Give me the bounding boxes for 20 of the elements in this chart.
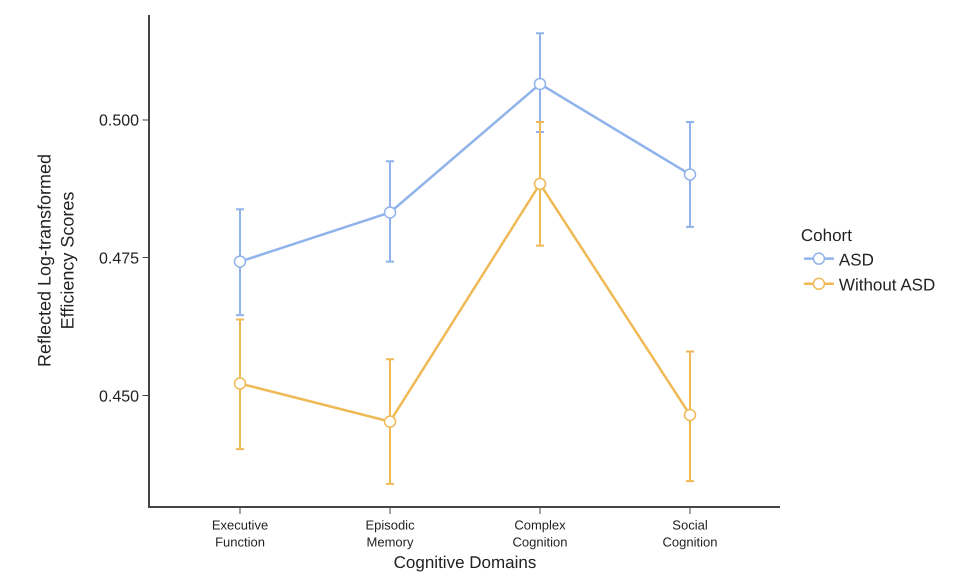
- x-tick-label: Social Cognition: [662, 517, 718, 550]
- legend-label: Without ASD: [838, 275, 936, 294]
- point: [684, 408, 696, 422]
- point: [234, 377, 246, 390]
- point: [684, 168, 696, 181]
- y-axis-title: Reflected Log-transformed Efficiency Scores: [34, 154, 78, 368]
- x-axis-title: Cognitive Domains: [394, 553, 536, 572]
- point: [534, 178, 546, 190]
- point: [384, 415, 396, 428]
- point: [534, 78, 546, 90]
- point: [384, 206, 396, 219]
- y-tick-label: 0.450: [99, 388, 140, 406]
- x-tick-label: Episodic Memory: [365, 517, 416, 550]
- legend-title: Cohort: [800, 226, 852, 246]
- point: [234, 255, 246, 268]
- legend-label: ASD: [838, 250, 874, 270]
- x-tick-label: Executive Function: [212, 517, 268, 550]
- x-tick-label: Complex Cognition: [512, 517, 568, 550]
- y-tick-label: 0.500: [99, 112, 140, 130]
- y-tick-label: 0.475: [99, 250, 140, 268]
